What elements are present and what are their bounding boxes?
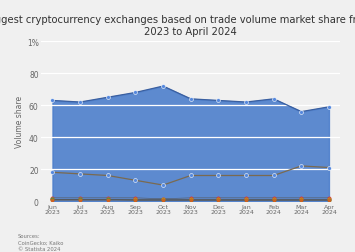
Text: Sources:
CoinGecko; Kaiko
© Statista 2024: Sources: CoinGecko; Kaiko © Statista 202… bbox=[18, 233, 63, 251]
Y-axis label: Volume share: Volume share bbox=[15, 96, 24, 148]
Title: Biggest cryptocurrency exchanges based on trade volume market share from June
20: Biggest cryptocurrency exchanges based o… bbox=[0, 15, 355, 37]
